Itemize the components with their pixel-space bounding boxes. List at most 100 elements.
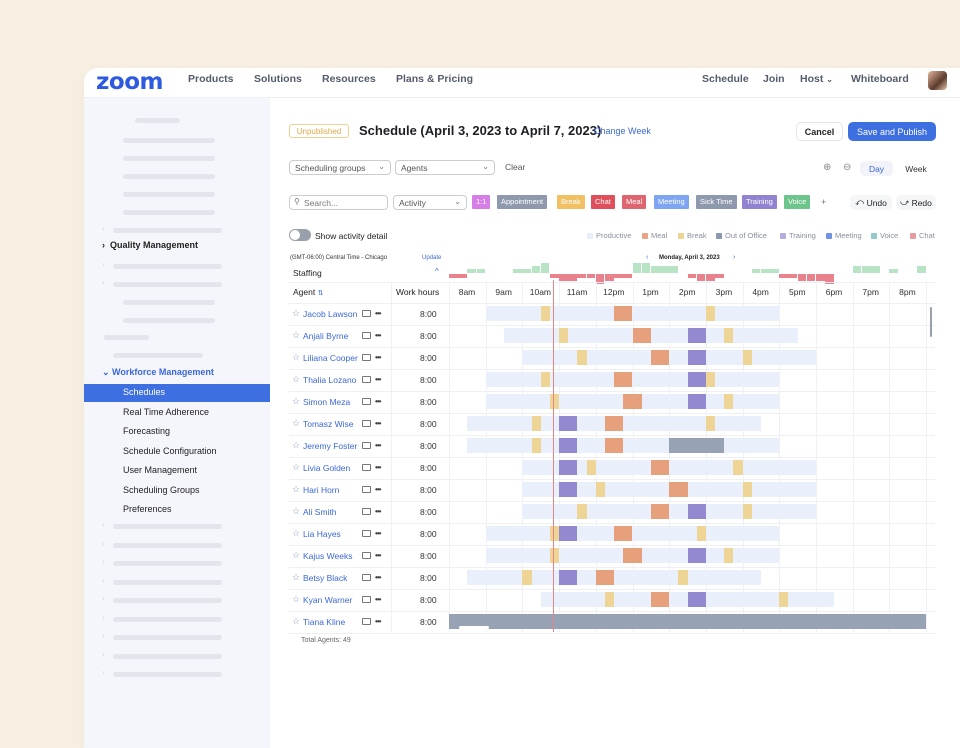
sidebar-item-scheduling-groups[interactable]: Scheduling Groups [123, 485, 200, 495]
more-options-icon[interactable]: ••• [375, 353, 381, 362]
star-icon[interactable]: ☆ [292, 352, 301, 362]
collapse-staffing-icon[interactable]: ^ [435, 267, 439, 276]
sidebar-item-preferences[interactable]: Preferences [123, 504, 172, 514]
activity-block-training[interactable] [559, 482, 578, 497]
activity-block-break[interactable] [549, 394, 560, 409]
avatar[interactable] [928, 71, 947, 90]
comment-icon[interactable] [362, 574, 371, 581]
scheduling-groups-dropdown[interactable]: Scheduling groups ⌄ [289, 160, 391, 175]
shift-bar[interactable] [467, 438, 780, 453]
agent-name-link[interactable]: Ali Smith [303, 507, 337, 517]
day-toggle[interactable]: Day [860, 161, 893, 176]
activity-block-meal[interactable] [614, 526, 633, 541]
activity-block-training[interactable] [687, 504, 706, 519]
activity-block-training[interactable] [687, 328, 706, 343]
activity-block-break[interactable] [705, 416, 716, 431]
activity-block-training[interactable] [559, 526, 578, 541]
activity-block-training[interactable] [559, 438, 578, 453]
activity-block-break[interactable] [724, 328, 734, 343]
week-toggle[interactable]: Week [905, 163, 927, 174]
activity-block-break[interactable] [678, 570, 688, 585]
zoom-logo[interactable]: zoom [96, 69, 163, 95]
nav-whiteboard[interactable]: Whiteboard [851, 73, 909, 85]
agents-dropdown[interactable]: Agents ⌄ [395, 160, 495, 175]
more-options-icon[interactable]: ••• [375, 375, 381, 384]
activity-block-training[interactable] [687, 592, 706, 607]
agent-name-link[interactable]: Kyan Warner [303, 595, 353, 605]
nav-join[interactable]: Join [763, 73, 785, 85]
activity-block-break[interactable] [733, 460, 743, 475]
sidebar-item-schedule-configuration[interactable]: Schedule Configuration [123, 446, 217, 456]
agent-name-link[interactable]: Betsy Black [303, 573, 348, 583]
agent-name-link[interactable]: Lia Hayes [303, 529, 341, 539]
shift-bar[interactable] [504, 328, 798, 343]
agent-name-link[interactable]: Anjali Byrne [303, 331, 349, 341]
activity-block-meal[interactable] [623, 548, 642, 563]
agent-name-link[interactable]: Livia Golden [303, 463, 351, 473]
change-week-link[interactable]: Change Week [594, 126, 651, 136]
activity-block-break[interactable] [531, 438, 541, 453]
star-icon[interactable]: ☆ [292, 418, 301, 428]
more-options-icon[interactable]: ••• [375, 595, 381, 604]
nav-schedule[interactable]: Schedule [702, 73, 749, 85]
more-options-icon[interactable]: ••• [375, 419, 381, 428]
nav-resources[interactable]: Resources [322, 73, 376, 85]
activity-dropdown[interactable]: Activity ⌄ [393, 195, 467, 210]
next-day-icon[interactable]: › [733, 254, 736, 261]
comment-icon[interactable] [362, 552, 371, 559]
activity-block-meal[interactable] [650, 460, 670, 475]
star-icon[interactable]: ☆ [292, 308, 301, 318]
activity-block-break[interactable] [595, 482, 605, 497]
activity-block-meal[interactable] [614, 306, 633, 321]
activity-block-meal[interactable] [669, 482, 688, 497]
star-icon[interactable]: ☆ [292, 616, 301, 626]
comment-icon[interactable] [362, 376, 371, 383]
comment-icon[interactable] [362, 354, 371, 361]
agent-name-link[interactable]: Simon Meza [303, 397, 351, 407]
more-options-icon[interactable]: ••• [375, 485, 381, 494]
nav-solutions[interactable]: Solutions [254, 73, 302, 85]
activity-block-break[interactable] [540, 306, 550, 321]
activity-chip-meal[interactable]: Meal [622, 195, 647, 209]
agent-name-link[interactable]: Kajus Weeks [303, 551, 353, 561]
more-options-icon[interactable]: ••• [375, 331, 381, 340]
agent-name-link[interactable]: Liliana Cooper [303, 353, 358, 363]
sidebar-item-schedules[interactable]: Schedules [84, 384, 270, 402]
comment-icon[interactable] [362, 596, 371, 603]
more-options-icon[interactable]: ••• [375, 573, 381, 582]
comment-icon[interactable] [362, 508, 371, 515]
activity-block-break[interactable] [779, 592, 789, 607]
agent-name-link[interactable]: Hari Horn [303, 485, 340, 495]
more-options-icon[interactable]: ••• [375, 441, 381, 450]
activity-block-training[interactable] [559, 460, 578, 475]
activity-block-break[interactable] [705, 372, 716, 387]
activity-block-break[interactable] [540, 372, 550, 387]
agent-name-link[interactable]: Tiana Kline [303, 617, 346, 627]
activity-block-meal[interactable] [614, 372, 633, 387]
activity-block-break[interactable] [522, 570, 532, 585]
activity-block-training[interactable] [687, 548, 706, 563]
star-icon[interactable]: ☆ [292, 484, 301, 494]
comment-icon[interactable] [362, 420, 371, 427]
comment-icon[interactable] [362, 530, 371, 537]
horizontal-scroll-thumb[interactable] [459, 626, 489, 629]
activity-detail-toggle[interactable] [289, 229, 311, 241]
star-icon[interactable]: ☆ [292, 330, 301, 340]
sidebar-quality-management[interactable]: › Quality Management [102, 240, 198, 250]
activity-block-meal[interactable] [650, 592, 670, 607]
star-icon[interactable]: ☆ [292, 506, 301, 516]
activity-chip-break[interactable]: Break [557, 195, 585, 209]
comment-icon[interactable] [362, 310, 371, 317]
activity-block-meal[interactable] [604, 438, 624, 453]
undo-button[interactable]: ⤺ Undo [850, 195, 892, 210]
activity-chip-1-1[interactable]: 1:1 [472, 195, 491, 209]
activity-block-training[interactable] [559, 570, 578, 585]
shift-bar[interactable] [467, 570, 761, 585]
comment-icon[interactable] [362, 332, 371, 339]
nav-products[interactable]: Products [188, 73, 234, 85]
star-icon[interactable]: ☆ [292, 528, 301, 538]
comment-icon[interactable] [362, 486, 371, 493]
shift-bar[interactable] [522, 350, 816, 365]
activity-block-break[interactable] [742, 350, 752, 365]
more-options-icon[interactable]: ••• [375, 463, 381, 472]
